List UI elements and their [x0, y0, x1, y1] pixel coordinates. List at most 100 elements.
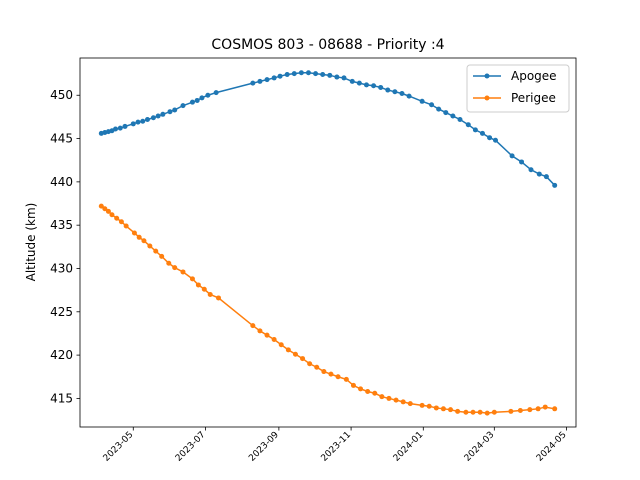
data-point-perigee-25 [278, 342, 284, 348]
data-point-perigee-49 [455, 408, 461, 414]
data-point-perigee-55 [508, 408, 514, 414]
plot-frame [79, 57, 577, 428]
data-point-apogee-22 [250, 80, 256, 86]
data-point-perigee-42 [400, 399, 406, 405]
data-point-perigee-50 [463, 409, 469, 415]
data-point-perigee-18 [201, 286, 207, 292]
data-point-apogee-40 [378, 84, 384, 90]
data-point-perigee-45 [426, 403, 432, 409]
data-point-perigee-44 [419, 402, 425, 408]
data-point-apogee-39 [371, 83, 377, 89]
data-point-apogee-21 [213, 90, 219, 96]
data-point-apogee-28 [291, 71, 297, 77]
data-point-apogee-44 [406, 93, 412, 99]
data-point-apogee-57 [519, 159, 525, 165]
plot-lines [98, 70, 558, 416]
data-point-perigee-17 [195, 282, 201, 288]
y-tick-label-420: 420 [50, 348, 73, 362]
data-point-apogee-20 [205, 92, 211, 98]
data-point-perigee-24 [271, 337, 277, 343]
data-point-apogee-47 [436, 106, 442, 112]
data-point-perigee-43 [407, 401, 413, 407]
data-point-apogee-12 [155, 113, 161, 119]
y-tick-label-450: 450 [50, 88, 73, 102]
data-point-perigee-20 [216, 295, 221, 301]
data-point-perigee-8 [136, 234, 142, 240]
data-point-apogee-49 [450, 113, 456, 119]
data-point-apogee-33 [327, 72, 333, 78]
y-tick-label-425: 425 [50, 305, 73, 319]
data-point-apogee-32 [320, 71, 326, 77]
data-point-perigee-56 [517, 408, 523, 414]
legend-perigee-marker [484, 95, 490, 101]
data-point-apogee-52 [472, 127, 478, 133]
data-point-perigee-54 [491, 409, 497, 415]
data-point-apogee-61 [552, 182, 558, 188]
data-point-apogee-60 [543, 174, 549, 180]
data-point-perigee-57 [527, 407, 533, 413]
data-point-perigee-29 [307, 361, 313, 367]
data-point-apogee-46 [429, 102, 435, 108]
data-point-perigee-46 [433, 405, 439, 411]
data-point-perigee-11 [153, 248, 159, 254]
data-point-apogee-41 [385, 87, 391, 93]
data-point-perigee-39 [379, 394, 385, 400]
legend-perigee-label: Perigee [511, 91, 556, 105]
data-point-apogee-43 [399, 91, 405, 97]
data-point-apogee-9 [140, 118, 146, 124]
data-point-apogee-24 [264, 77, 270, 83]
data-point-perigee-22 [257, 328, 263, 334]
data-point-apogee-18 [194, 97, 200, 103]
y-tick-label-440: 440 [50, 175, 73, 189]
legend-apogee-marker [484, 73, 490, 79]
data-point-apogee-14 [167, 109, 173, 115]
data-point-apogee-37 [356, 80, 362, 86]
data-point-perigee-10 [147, 243, 153, 249]
data-point-apogee-27 [284, 71, 290, 77]
data-point-perigee-6 [123, 223, 129, 229]
data-point-perigee-9 [141, 238, 147, 244]
data-point-apogee-53 [479, 130, 485, 136]
data-point-apogee-45 [419, 98, 425, 104]
data-point-perigee-37 [365, 388, 371, 394]
data-point-perigee-51 [470, 409, 476, 415]
data-point-perigee-31 [321, 369, 327, 375]
data-point-apogee-19 [199, 95, 205, 101]
data-point-perigee-15 [180, 269, 186, 275]
y-tick-label-415: 415 [50, 391, 73, 405]
data-point-perigee-19 [207, 291, 213, 297]
data-point-apogee-15 [172, 107, 178, 113]
y-tick-label-445: 445 [50, 132, 73, 146]
data-point-apogee-30 [305, 70, 311, 76]
data-point-perigee-33 [335, 374, 341, 380]
data-point-perigee-13 [166, 260, 172, 266]
data-point-perigee-27 [292, 351, 298, 357]
data-point-perigee-7 [131, 230, 137, 236]
y-tick-label-435: 435 [50, 218, 73, 232]
data-point-apogee-23 [257, 78, 263, 84]
data-point-apogee-26 [277, 73, 283, 79]
data-point-perigee-59 [542, 404, 548, 410]
data-point-apogee-16 [180, 103, 186, 109]
data-point-perigee-16 [189, 276, 195, 282]
data-point-perigee-41 [393, 397, 399, 403]
data-point-perigee-35 [350, 382, 356, 388]
data-point-perigee-23 [264, 332, 270, 338]
data-point-apogee-56 [509, 153, 515, 159]
data-point-apogee-42 [392, 89, 398, 95]
data-point-apogee-25 [271, 75, 277, 81]
data-point-apogee-11 [150, 115, 156, 121]
y-tick-label-430: 430 [50, 261, 73, 275]
data-point-apogee-55 [493, 137, 498, 143]
data-point-apogee-10 [144, 117, 150, 122]
data-point-perigee-1 [102, 206, 108, 212]
legend-apogee-label: Apogee [511, 69, 557, 83]
data-point-apogee-48 [443, 110, 449, 116]
data-point-apogee-17 [189, 99, 195, 105]
chart-title: COSMOS 803 - 08688 - Priority :4 [211, 37, 444, 53]
data-point-apogee-51 [465, 122, 471, 128]
data-point-perigee-47 [440, 406, 446, 412]
data-point-perigee-3 [109, 212, 115, 218]
data-point-perigee-14 [172, 265, 178, 271]
